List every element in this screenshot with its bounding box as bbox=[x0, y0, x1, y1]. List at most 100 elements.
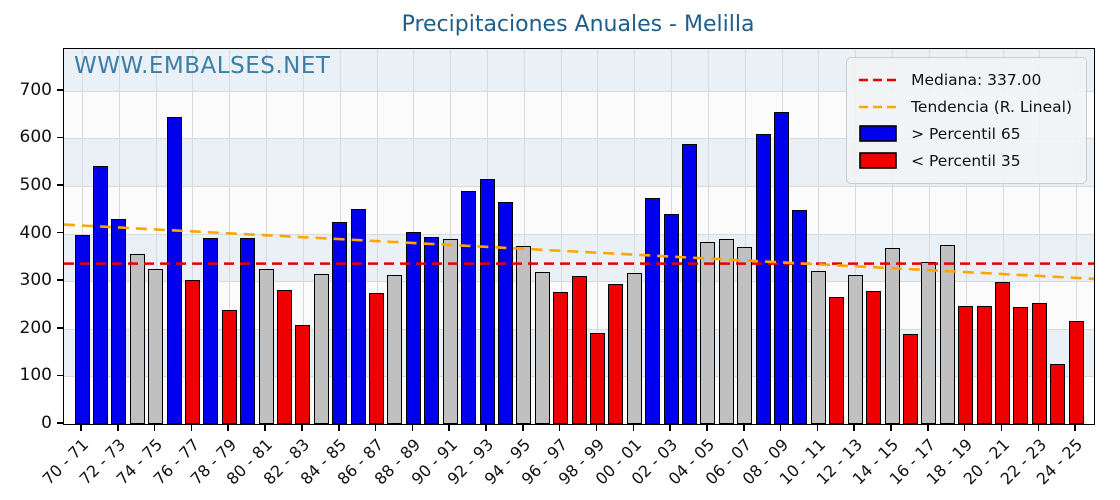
legend-item-median: Mediana: 337.00 bbox=[859, 66, 1072, 93]
x-tick-mark bbox=[779, 425, 782, 431]
v-gridline bbox=[965, 49, 967, 424]
bar-78-79 bbox=[221, 309, 237, 424]
trend-line bbox=[64, 223, 1094, 281]
x-tick-mark bbox=[742, 425, 745, 431]
x-tick-mark bbox=[927, 425, 929, 431]
x-tick-mark bbox=[485, 425, 487, 431]
bar-73-74 bbox=[129, 253, 145, 424]
bar-12-13 bbox=[847, 275, 863, 424]
bar-21-22 bbox=[1013, 307, 1029, 424]
x-tick-mark bbox=[374, 425, 377, 431]
v-gridline bbox=[155, 49, 157, 424]
bar-70-71 bbox=[74, 235, 90, 424]
h-gridline bbox=[64, 186, 1094, 188]
bar-82-83 bbox=[295, 325, 311, 424]
bar-05-06 bbox=[718, 239, 734, 424]
bar-20-21 bbox=[995, 282, 1010, 424]
x-tick-mark bbox=[227, 425, 230, 431]
bar-79-80 bbox=[240, 237, 256, 424]
bar-71-72 bbox=[92, 166, 108, 424]
bar-02-03 bbox=[663, 214, 679, 424]
x-tick-mark bbox=[117, 425, 119, 431]
x-tick-mark bbox=[190, 425, 193, 431]
x-tick-mark bbox=[1037, 425, 1040, 431]
y-tick-mark bbox=[57, 327, 63, 329]
bar-81-82 bbox=[277, 290, 292, 424]
bar-17-18 bbox=[939, 244, 955, 424]
lines-overlay bbox=[64, 223, 1094, 281]
v-gridline bbox=[707, 49, 709, 424]
x-tick-mark bbox=[153, 425, 156, 431]
y-tick-mark bbox=[57, 422, 63, 424]
bar-84-85 bbox=[332, 222, 348, 424]
x-tick-mark bbox=[669, 425, 671, 431]
trend-dashed-line-swatch bbox=[859, 104, 900, 110]
bar-23-24 bbox=[1050, 363, 1066, 424]
bar-03-04 bbox=[682, 143, 698, 424]
bar-08-09 bbox=[774, 111, 790, 424]
bar-96-97 bbox=[553, 292, 569, 424]
v-gridline bbox=[1039, 49, 1041, 424]
bar-83-84 bbox=[313, 273, 329, 424]
median-dashed-line-swatch bbox=[859, 77, 900, 83]
bar-95-96 bbox=[534, 271, 550, 424]
h-gridline bbox=[64, 90, 1094, 92]
h-gridline bbox=[64, 138, 1094, 140]
p65-color-swatch bbox=[859, 125, 899, 142]
v-gridline bbox=[892, 49, 894, 424]
bar-00-01 bbox=[626, 273, 642, 424]
v-gridline bbox=[376, 49, 378, 424]
v-gridline bbox=[560, 49, 562, 424]
bar-18-19 bbox=[958, 306, 974, 424]
bar-90-91 bbox=[442, 238, 458, 424]
bar-19-20 bbox=[976, 305, 992, 424]
bar-10-11 bbox=[810, 270, 826, 424]
y-tick-mark bbox=[57, 374, 63, 377]
y-tick-mark bbox=[57, 231, 63, 234]
legend-p65-label: > Percentil 65 bbox=[911, 124, 1021, 143]
bar-98-99 bbox=[589, 332, 605, 424]
v-gridline bbox=[855, 49, 857, 424]
x-tick-mark bbox=[558, 425, 561, 431]
x-tick-mark bbox=[963, 425, 966, 431]
bar-15-16 bbox=[902, 334, 918, 424]
x-tick-mark bbox=[595, 425, 598, 431]
chart-title: Precipitaciones Anuales - Melilla bbox=[401, 12, 755, 37]
bar-86-87 bbox=[369, 292, 385, 424]
bar-24-25 bbox=[1068, 321, 1084, 424]
bar-07-08 bbox=[755, 133, 771, 424]
v-gridline bbox=[1002, 49, 1004, 424]
bar-93-94 bbox=[497, 202, 513, 424]
x-tick-mark bbox=[853, 425, 855, 431]
x-tick-mark bbox=[448, 425, 450, 431]
bar-87-88 bbox=[387, 274, 403, 424]
legend-p35-label: < Percentil 35 bbox=[911, 151, 1021, 170]
v-gridline bbox=[597, 49, 599, 424]
x-tick-mark bbox=[1000, 425, 1003, 431]
x-tick-mark bbox=[1074, 425, 1076, 431]
bar-04-05 bbox=[700, 242, 716, 424]
y-tick-mark bbox=[57, 136, 63, 139]
v-gridline bbox=[523, 49, 525, 424]
x-tick-mark bbox=[890, 425, 892, 431]
bar-91-92 bbox=[461, 190, 477, 424]
bar-14-15 bbox=[884, 248, 900, 424]
y-tick-mark bbox=[57, 89, 63, 91]
x-tick-mark bbox=[80, 425, 82, 431]
bar-80-81 bbox=[258, 269, 274, 424]
x-tick-mark bbox=[522, 425, 524, 431]
bar-99-00 bbox=[608, 284, 624, 424]
v-gridline bbox=[634, 49, 636, 424]
bar-75-76 bbox=[166, 117, 182, 424]
v-gridline bbox=[928, 49, 930, 424]
bar-88-89 bbox=[405, 232, 421, 424]
p35-color-swatch bbox=[859, 152, 899, 169]
legend-median-label: Mediana: 337.00 bbox=[911, 70, 1042, 89]
bar-22-23 bbox=[1031, 302, 1047, 424]
x-tick-mark bbox=[411, 425, 414, 431]
bar-13-14 bbox=[866, 291, 882, 424]
bar-76-77 bbox=[184, 279, 200, 424]
bar-11-12 bbox=[829, 297, 845, 424]
bar-89-90 bbox=[424, 236, 440, 424]
